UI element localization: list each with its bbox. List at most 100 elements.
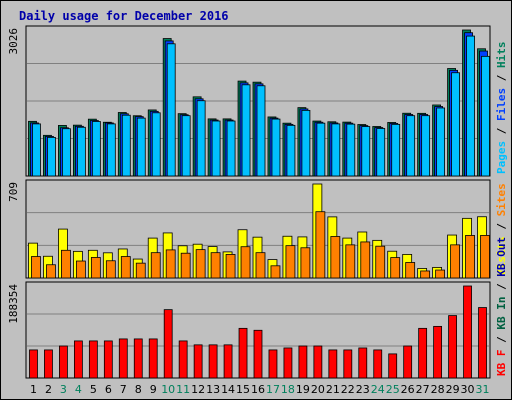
x-tick-day-11: 11 — [176, 383, 190, 396]
bar-pages-day-19 — [301, 109, 311, 177]
bar-kb_f-day-10 — [163, 309, 173, 379]
bar-kb_f-day-6 — [103, 340, 113, 379]
x-axis-labels: 1 2 3 4 5 6 7 8 9 10 11 12 13 14 15 16 17 18 19 20 21 22 23 24 2… — [30, 383, 490, 396]
bar-kb_f-day-25 — [388, 353, 398, 379]
x-tick-day-15: 15 — [236, 383, 250, 396]
bar-sites-day-11 — [180, 252, 191, 279]
x-tick-day-3: 3 — [60, 383, 67, 396]
bar-sites-day-14 — [225, 254, 236, 279]
bar-pages-day-14 — [226, 120, 236, 177]
chart-title: Daily usage for December 2016 — [19, 9, 229, 23]
x-tick-day-5: 5 — [90, 383, 97, 396]
bar-pages-day-25 — [391, 123, 401, 177]
legend-kbytes: KB F / KB In / KB Out — [495, 237, 508, 376]
bar-kb_f-day-31 — [478, 307, 487, 379]
legend-entry: Visits — [495, 236, 508, 276]
bar-kb_f-day-3 — [59, 345, 68, 379]
legend-entry: / — [495, 216, 508, 236]
bar-pages-day-27 — [421, 115, 431, 177]
bar-kb_f-day-16 — [253, 329, 263, 379]
bar-kb_f-day-23 — [358, 347, 368, 379]
bar-kb_f-day-21 — [328, 349, 338, 379]
bar-kb_f-day-7 — [118, 338, 128, 379]
x-tick-day-13: 13 — [206, 383, 220, 396]
x-tick-day-23: 23 — [356, 383, 370, 396]
x-tick-day-2: 2 — [45, 383, 52, 396]
legend-hits: Pages / Files / Hits — [495, 42, 508, 175]
x-tick-day-29: 29 — [446, 383, 460, 396]
bar-kb_f-day-2 — [44, 349, 53, 379]
legend-entry: / — [495, 68, 508, 88]
bar-pages-day-1 — [32, 123, 41, 177]
bar-sites-day-24 — [375, 245, 386, 279]
bar-kb_f-day-8 — [133, 338, 143, 379]
bar-pages-day-31 — [481, 55, 490, 177]
legend-entry: KB Out — [495, 237, 508, 277]
bar-pages-day-23 — [361, 126, 371, 177]
bar-kb_f-day-15 — [238, 327, 248, 379]
bar-pages-day-2 — [47, 137, 56, 177]
bar-sites-day-25 — [390, 257, 401, 279]
bar-sites-day-29 — [450, 244, 460, 279]
bar-pages-day-4 — [76, 126, 86, 177]
bar-sites-day-15 — [240, 246, 251, 279]
bar-kb_f-day-13 — [208, 344, 218, 379]
bar-pages-day-11 — [181, 115, 191, 177]
bar-pages-day-21 — [331, 123, 341, 177]
legend-entry: Hits — [495, 42, 508, 69]
legend-entry: / — [495, 330, 508, 350]
chart-panels: 3026 Pages / Files / Hits 709 Visits / Site… — [7, 25, 508, 379]
bar-sites-day-31 — [480, 235, 490, 279]
x-tick-day-9: 9 — [150, 383, 157, 396]
bar-kb_f-day-24 — [373, 349, 383, 379]
bar-sites-day-19 — [300, 247, 311, 279]
x-tick-day-26: 26 — [401, 383, 415, 396]
bar-kb_f-day-5 — [88, 340, 98, 379]
bar-pages-day-13 — [211, 120, 221, 177]
bar-sites-day-18 — [285, 245, 296, 279]
bar-kb_f-day-27 — [418, 327, 428, 379]
y-max-label-kbytes: 188354 — [7, 284, 20, 324]
bar-kb_f-day-1 — [29, 349, 38, 379]
bar-pages-day-28 — [436, 107, 446, 177]
bar-pages-day-30 — [466, 35, 475, 177]
legend-visits: Visits / Sites — [495, 183, 508, 276]
bar-pages-day-10 — [166, 43, 176, 177]
bar-kb_f-day-4 — [73, 340, 83, 379]
legend-entry: KB In — [495, 297, 508, 330]
x-tick-day-10: 10 — [161, 383, 175, 396]
x-tick-day-14: 14 — [221, 383, 235, 396]
legend-entry: / — [495, 121, 508, 141]
bar-sites-day-12 — [195, 249, 206, 279]
bar-kb_f-day-9 — [148, 338, 158, 379]
x-tick-day-28: 28 — [431, 383, 445, 396]
y-max-label-hits: 3026 — [7, 28, 20, 55]
x-tick-day-21: 21 — [326, 383, 340, 396]
bar-sites-day-2 — [46, 264, 56, 279]
bar-sites-day-27 — [420, 270, 431, 279]
bar-kb_f-day-17 — [268, 349, 278, 379]
bar-pages-day-12 — [196, 100, 206, 177]
x-tick-day-22: 22 — [341, 383, 355, 396]
x-tick-day-24: 24 — [371, 383, 385, 396]
x-tick-day-30: 30 — [461, 383, 475, 396]
bar-sites-day-4 — [75, 260, 86, 279]
bar-kb_f-day-30 — [463, 285, 472, 379]
bar-sites-day-8 — [135, 262, 146, 279]
bar-kb_f-day-19 — [298, 345, 308, 379]
bar-sites-day-20 — [315, 211, 326, 279]
bar-sites-day-30 — [465, 235, 475, 279]
bar-pages-day-26 — [406, 115, 416, 177]
bar-pages-day-18 — [286, 124, 296, 177]
bar-pages-day-22 — [346, 123, 356, 177]
panel-kbytes: 188354 KB F / KB In / KB Out — [7, 237, 508, 379]
bar-sites-day-26 — [405, 262, 416, 279]
bar-pages-day-24 — [376, 128, 386, 177]
bar-sites-day-6 — [105, 260, 116, 279]
bar-sites-day-28 — [435, 269, 446, 279]
bar-pages-day-29 — [451, 72, 460, 177]
bar-sites-day-21 — [330, 236, 341, 279]
bar-pages-day-8 — [136, 117, 146, 177]
x-tick-day-17: 17 — [266, 383, 280, 396]
x-tick-day-6: 6 — [105, 383, 112, 396]
